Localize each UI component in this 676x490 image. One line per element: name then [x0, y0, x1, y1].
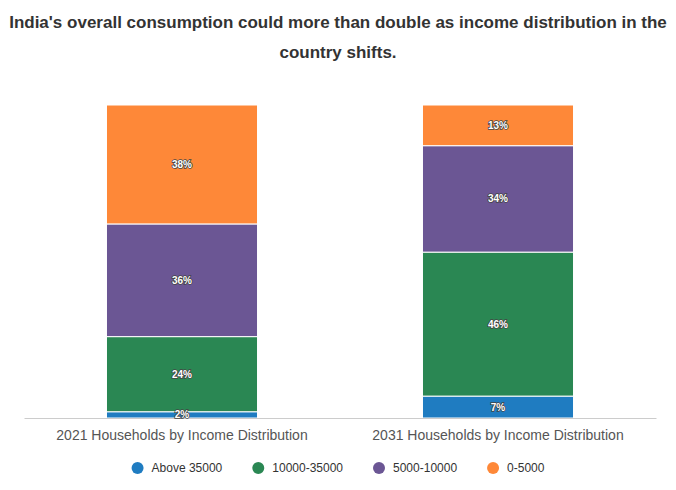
data-label: 46% — [488, 319, 508, 330]
legend-label: 10000-35000 — [272, 461, 343, 475]
legend-swatch — [132, 462, 144, 474]
data-label: 38% — [172, 159, 192, 170]
legend-swatch — [252, 462, 264, 474]
bars — [106, 105, 573, 418]
data-label: 24% — [172, 369, 192, 380]
x-tick: 2021 Households by Income Distribution — [56, 427, 307, 443]
data-label: 34% — [488, 193, 508, 204]
legend-swatch — [487, 462, 499, 474]
x-tick: 2031 Households by Income Distribution — [372, 427, 623, 443]
legend-label: Above 35000 — [152, 461, 223, 475]
legend-item: 0-5000 — [487, 461, 545, 475]
legend-item: 5000-10000 — [373, 461, 457, 475]
bar-segment — [106, 105, 257, 224]
bar-segment — [106, 224, 257, 337]
data-label: 7% — [491, 402, 506, 413]
legend-item: 10000-35000 — [252, 461, 343, 475]
bar-segment — [422, 146, 573, 252]
bar-segment — [422, 105, 573, 146]
x-tick-label: 2031 Households by Income Distribution — [372, 427, 623, 443]
bar-segment — [422, 396, 573, 418]
x-axis: 2021 Households by Income Distribution 20… — [25, 419, 657, 443]
data-labels: 2% 7% 24% 46% 36% 34% 38% 13% — [172, 120, 508, 421]
data-label: 36% — [172, 275, 192, 286]
x-tick-label: 2021 Households by Income Distribution — [56, 427, 307, 443]
bar-segment — [106, 337, 257, 412]
chart: 2021 Households by Income Distribution 20… — [0, 0, 676, 490]
legend-label: 5000-10000 — [393, 461, 457, 475]
legend-item: Above 35000 — [132, 461, 223, 475]
x-axis-line — [25, 418, 657, 419]
legend: Above 35000 10000-35000 5000-10000 0-5000 — [132, 461, 545, 475]
legend-label: 0-5000 — [507, 461, 545, 475]
data-label: 2% — [175, 409, 190, 420]
chart-title: India's overall consumption could more t… — [8, 8, 668, 68]
data-label: 13% — [488, 120, 508, 131]
legend-swatch — [373, 462, 385, 474]
bar-segment — [422, 252, 573, 396]
